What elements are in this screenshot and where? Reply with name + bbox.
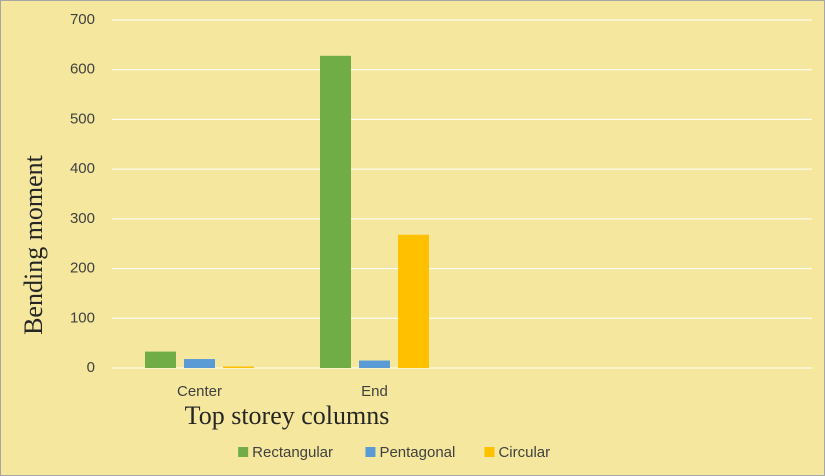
y-tick-label: 600 [70,61,95,78]
y-tick-label: 100 [70,309,95,326]
y-tick-label: 700 [70,11,95,28]
x-tick-label: End [361,383,388,400]
y-tick-label: 400 [70,160,95,177]
legend-swatch [484,447,495,457]
bar [184,359,215,368]
y-tick-label: 500 [70,110,95,127]
legend-label: Circular [498,444,550,461]
bar [398,234,429,368]
bar [359,360,390,368]
legend-label: Pentagonal [379,444,455,461]
legend-swatch [238,447,249,457]
legend-label: Rectangular [252,444,333,461]
x-tick-label: Center [177,383,222,400]
bar [145,351,176,368]
y-tick-label: 200 [70,260,95,277]
legend-swatch [365,447,376,457]
y-tick-label: 300 [70,210,95,227]
bar [223,366,254,368]
y-tick-label: 0 [87,359,95,376]
bar [320,55,351,369]
x-axis-title: Top storey columns [185,401,390,430]
y-axis-title: Bending moment [19,154,48,335]
